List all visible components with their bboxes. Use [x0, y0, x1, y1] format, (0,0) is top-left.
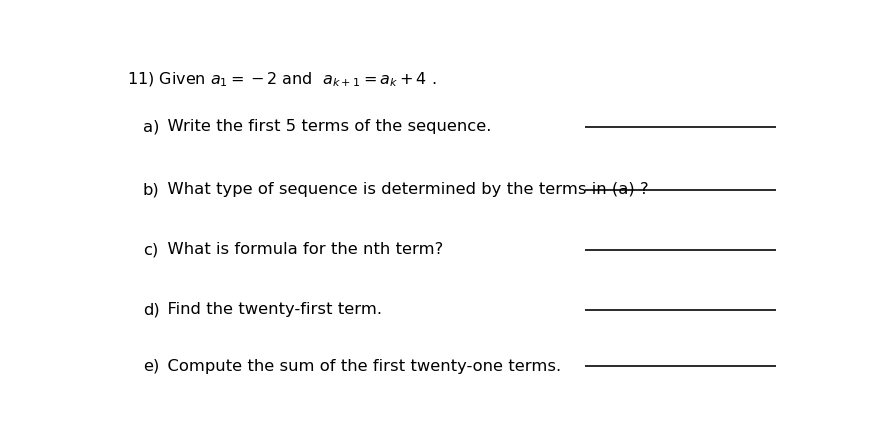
Text: What type of sequence is determined by the terms in (a) ?: What type of sequence is determined by t… [157, 182, 648, 197]
Text: What is formula for the nth term?: What is formula for the nth term? [157, 242, 443, 257]
Text: Compute the sum of the first twenty-one terms.: Compute the sum of the first twenty-one … [157, 359, 560, 374]
Text: c): c) [143, 242, 159, 257]
Text: d): d) [143, 302, 159, 317]
Text: 11) Given $a_1 = -2$ and  $a_{k+1} = a_k + 4$ .: 11) Given $a_1 = -2$ and $a_{k+1} = a_k … [127, 70, 437, 89]
Text: b): b) [143, 182, 159, 197]
Text: a): a) [143, 119, 159, 134]
Text: Find the twenty-first term.: Find the twenty-first term. [157, 302, 381, 317]
Text: e): e) [143, 359, 159, 374]
Text: Write the first 5 terms of the sequence.: Write the first 5 terms of the sequence. [157, 119, 491, 134]
